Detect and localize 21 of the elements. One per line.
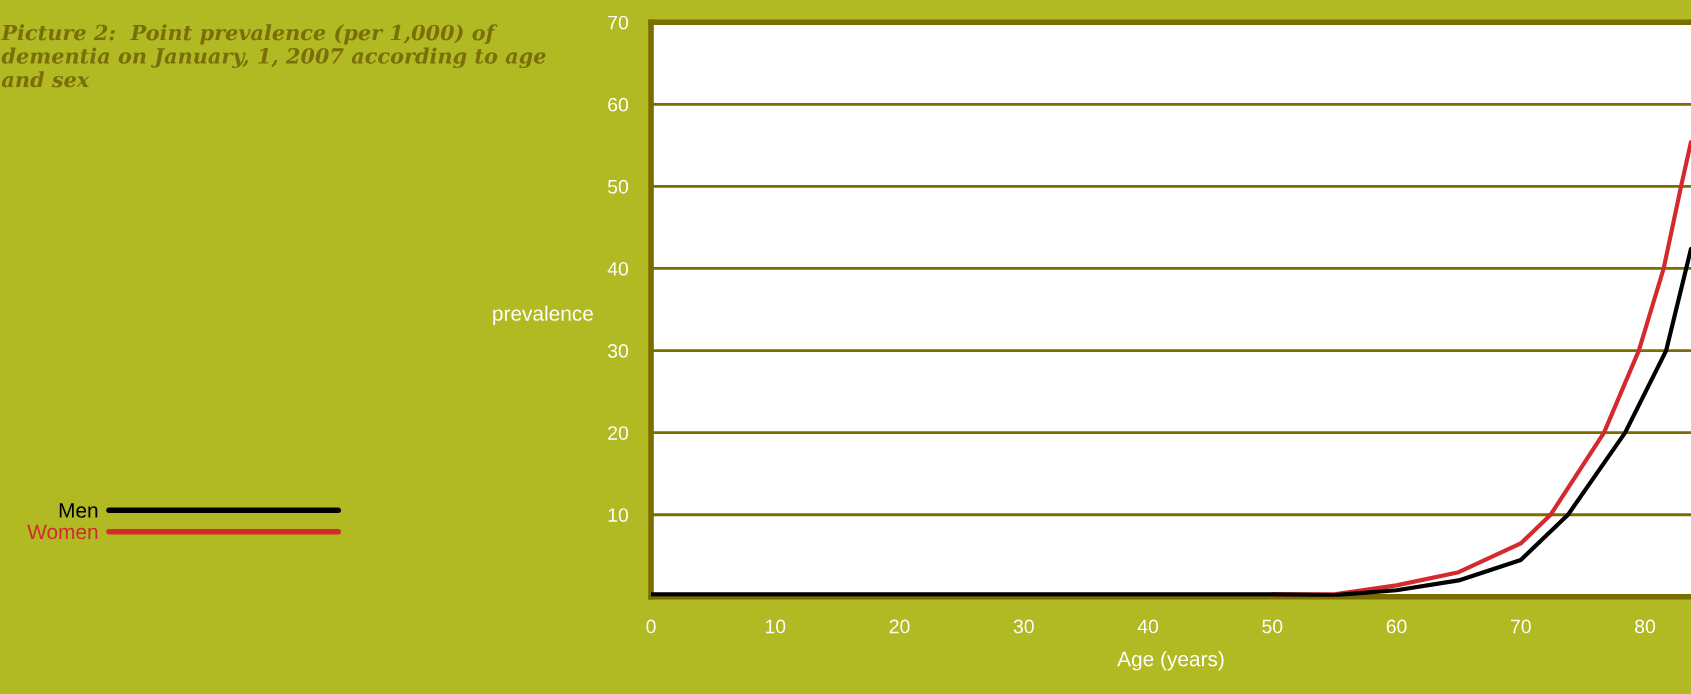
x-tick-label: 60	[1386, 619, 1407, 634]
y-tick-label: 10	[608, 508, 629, 522]
y-tick-label: 50	[607, 179, 629, 194]
x-tick-label: 80	[1635, 619, 1656, 634]
text: Men	[59, 503, 98, 518]
y-tick-label: 70	[608, 15, 629, 30]
x-tick-label: 10	[765, 619, 786, 634]
text: Picture 2: Point prevalence (per 1,000) of dementia on January, 1, 2007 according to age and sex	[0, 24, 546, 88]
x-tick-label: 20	[889, 619, 910, 634]
y-tick-label: 20	[608, 426, 629, 440]
x-tick-label: 70	[1510, 619, 1531, 634]
x-tick-label: 0	[646, 619, 656, 634]
y-axis-title: prevalence	[493, 305, 593, 325]
x-tick-label: 30	[1013, 619, 1034, 634]
y-tick-label: 40	[607, 261, 629, 276]
text: Women	[27, 524, 98, 540]
x-tick-label: 40	[1137, 619, 1159, 634]
x-tick-label: 50	[1262, 619, 1283, 634]
y-tick-label: 60	[608, 97, 629, 112]
y-tick-label: 30	[607, 344, 629, 358]
x-axis-title: Age (years)	[1117, 651, 1224, 671]
